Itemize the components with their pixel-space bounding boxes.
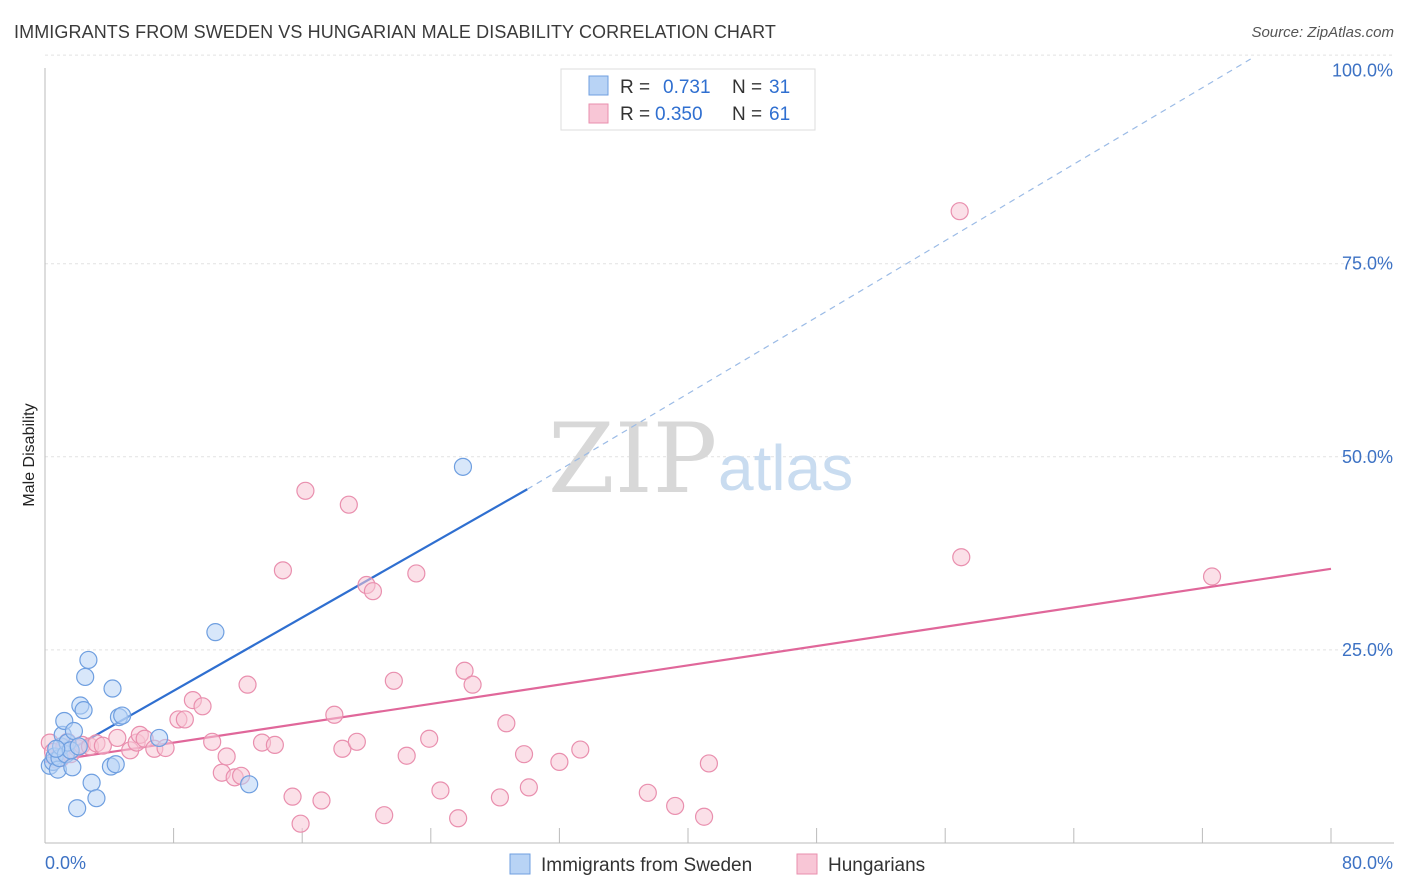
hungarian-point xyxy=(193,697,212,716)
bottom-legend-label: Hungarians xyxy=(828,855,925,876)
hungarian-point xyxy=(1202,567,1222,586)
hungarian-point xyxy=(108,728,127,748)
sweden-point xyxy=(106,755,125,774)
hungarian-point xyxy=(273,561,293,580)
hungarian-point xyxy=(217,747,236,766)
y-tick-labels: 25.0% 50.0% 75.0% 100.0% xyxy=(1332,61,1393,660)
hungarian-point xyxy=(407,564,426,583)
sweden-point xyxy=(206,623,225,642)
hungarian-point xyxy=(699,754,718,773)
watermark-atlas: atlas xyxy=(718,432,853,504)
hungarian-point xyxy=(550,752,569,772)
hungarian-point xyxy=(666,796,685,816)
source-label: Source: ZipAtlas.com xyxy=(1251,24,1394,41)
hungarian-point xyxy=(312,791,331,810)
legend-r-label: R = xyxy=(620,104,650,125)
chart-title: IMMIGRANTS FROM SWEDEN VS HUNGARIAN MALE… xyxy=(14,22,776,42)
sweden-trend-line xyxy=(52,488,528,761)
hungarian-point xyxy=(339,495,358,514)
hungarian-point xyxy=(93,736,112,755)
sweden-point xyxy=(64,721,84,741)
hungarian-point xyxy=(571,740,590,759)
y-tick-label: 75.0% xyxy=(1342,254,1393,274)
legend-n-label: N = xyxy=(732,104,762,125)
axes xyxy=(44,68,1394,844)
watermark: ZIP atlas xyxy=(548,403,853,515)
hungarian-point xyxy=(420,729,439,748)
hungarian-point xyxy=(952,548,971,567)
watermark-zip: ZIP xyxy=(548,403,717,515)
x-tick-labels: 0.0% 80.0% xyxy=(45,853,1393,873)
hungarian-point xyxy=(449,809,468,828)
legend-n-label: N = xyxy=(732,77,762,98)
sweden-point xyxy=(47,739,66,758)
sweden-point xyxy=(87,789,106,808)
sweden-point xyxy=(79,650,98,670)
sweden-point xyxy=(453,457,473,476)
sweden-point xyxy=(240,775,259,794)
hungarian-point xyxy=(431,781,450,800)
hungarian-point xyxy=(519,778,538,797)
hungarian-point xyxy=(950,202,969,221)
hungarian-point xyxy=(490,788,510,807)
sweden-point xyxy=(82,773,101,792)
gridlines xyxy=(45,54,1394,651)
sweden-trend-extension xyxy=(526,58,1251,490)
sweden-point xyxy=(74,701,93,720)
scatter-points xyxy=(40,202,1222,833)
legend-r-value: 0.731 xyxy=(663,77,711,98)
y-tick-label: 100.0% xyxy=(1332,61,1393,81)
legend-r-value: 0.350 xyxy=(655,104,703,125)
hungarian-point xyxy=(375,806,394,825)
hungarian-point xyxy=(514,745,534,764)
y-tick-label: 50.0% xyxy=(1342,447,1393,467)
legend-n-value: 61 xyxy=(769,104,790,125)
hungarian-point xyxy=(455,661,474,680)
sweden-point xyxy=(150,728,169,748)
x-tick-label: 0.0% xyxy=(45,853,86,873)
hungarian-point xyxy=(283,787,302,806)
sweden-point xyxy=(68,799,87,818)
x-tick-label: 80.0% xyxy=(1342,853,1393,873)
hungarian-point xyxy=(296,481,315,500)
hungarian-point xyxy=(347,732,366,751)
trend-lines xyxy=(44,58,1332,763)
hungarian-point xyxy=(384,671,403,690)
legend-r-label: R = xyxy=(620,77,650,98)
legend-box: R = 0.731 N = 31 R = 0.350 N = 61 xyxy=(560,68,816,131)
hungarian-point xyxy=(238,675,257,694)
sweden-point xyxy=(69,737,88,756)
bottom-legend-label: Immigrants from Sweden xyxy=(541,855,752,876)
sweden-point xyxy=(113,706,132,725)
legend-swatch-pink xyxy=(588,103,609,124)
hungarian-point xyxy=(265,735,284,755)
bottom-legend: Immigrants from Sweden Hungarians xyxy=(509,853,925,876)
sweden-point xyxy=(63,758,82,777)
hungarian-point xyxy=(325,705,344,724)
sweden-point xyxy=(76,667,95,687)
hungarian-trend-line xyxy=(44,567,1332,763)
hungarian-point xyxy=(397,746,416,765)
legend-swatch-blue xyxy=(588,75,609,96)
hungarian-point xyxy=(333,739,352,758)
hungarian-point xyxy=(497,714,516,733)
hungarian-point xyxy=(363,582,383,601)
hungarian-point xyxy=(463,675,482,694)
y-axis-label: Male Disability xyxy=(21,403,38,506)
hungarian-point xyxy=(694,807,714,826)
legend-n-value: 31 xyxy=(769,77,790,98)
bottom-legend-swatch-pink xyxy=(796,853,818,875)
sweden-point xyxy=(103,679,122,698)
hungarian-point xyxy=(291,814,310,833)
hungarian-point xyxy=(638,783,657,802)
hungarian-point xyxy=(175,710,194,729)
y-tick-label: 25.0% xyxy=(1342,640,1393,660)
bottom-legend-swatch-blue xyxy=(509,853,531,875)
hungarian-point xyxy=(203,732,222,751)
